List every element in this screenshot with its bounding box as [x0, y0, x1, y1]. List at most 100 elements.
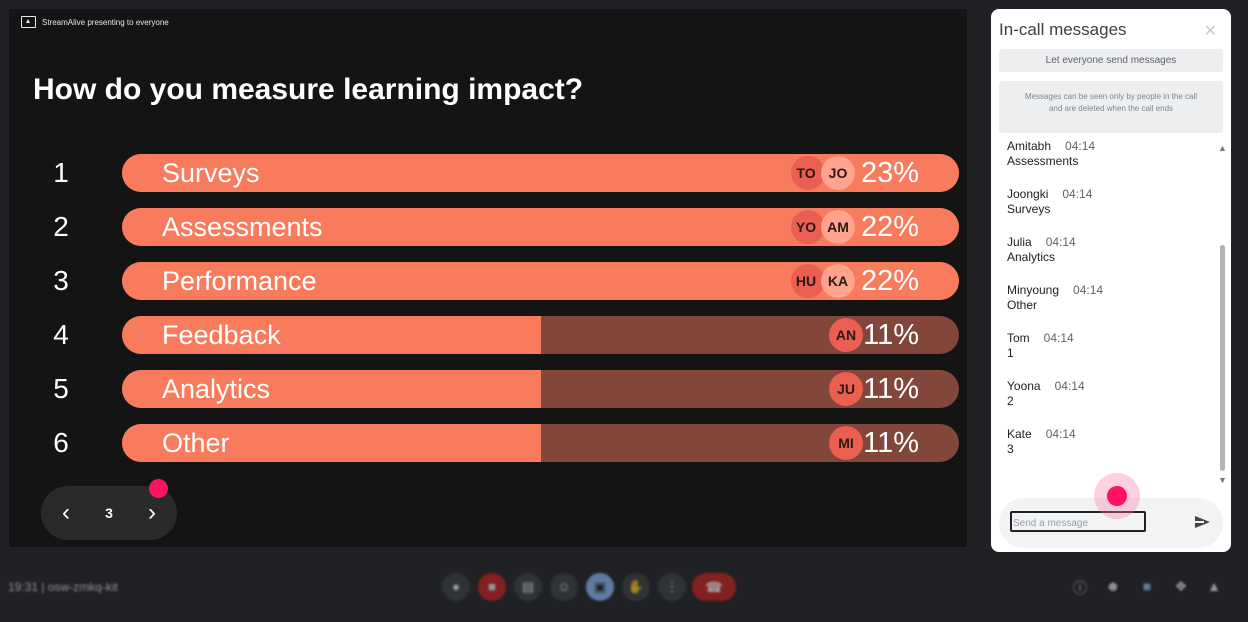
poll-bar: Surveys TO JO 23% [122, 154, 959, 192]
send-icon[interactable] [1195, 516, 1210, 528]
chat-title: In-call messages [999, 20, 1127, 39]
poll-percent: 22% [860, 211, 919, 243]
poll-rank: 1 [53, 157, 69, 188]
poll-row: 1 Surveys TO JO 23% [9, 154, 967, 192]
poll-rank: 2 [53, 211, 69, 242]
avatar: JO [821, 156, 855, 190]
people-icon[interactable]: ☻ [1105, 578, 1121, 594]
chevron-left-icon[interactable]: ‹ [62, 499, 70, 526]
message-compose [999, 498, 1223, 548]
poll-row: 2 Assessments YO AM 22% [9, 208, 967, 246]
scroll-down-arrow-icon[interactable]: ▼ [1218, 475, 1227, 485]
message-time: 04:14 [1045, 235, 1076, 249]
poll-row: 6 Other MI 11% [9, 424, 967, 462]
message-time: 04:14 [1054, 379, 1085, 393]
message-sender: Kate [1007, 427, 1032, 441]
raise-hand-icon[interactable]: ✋ [622, 573, 650, 601]
more-options-icon[interactable]: ⋮ [658, 573, 686, 601]
avatar: AN [829, 318, 863, 352]
scrollbar-thumb[interactable] [1220, 245, 1225, 471]
message-item: Yoona 04:14 2 [1007, 379, 1207, 427]
poll-option-label: Analytics [162, 374, 271, 404]
avatar: KA [821, 264, 855, 298]
message-sender: Tom [1007, 331, 1030, 345]
poll-row: 3 Performance HU KA 22% [9, 262, 967, 300]
chevron-right-icon[interactable]: › [148, 499, 156, 526]
chat-icon[interactable]: ■ [1142, 578, 1152, 594]
message-text: Analytics [1007, 250, 1056, 264]
message-sender: Amitabh [1007, 139, 1052, 153]
poll-rank: 6 [53, 427, 69, 458]
message-text: 2 [1007, 394, 1014, 408]
poll-bar: Assessments YO AM 22% [122, 208, 959, 246]
message-text: Other [1007, 298, 1038, 312]
poll-bar: Other MI 11% [122, 424, 959, 462]
camera-off-icon[interactable]: ■ [478, 573, 506, 601]
message-text: 3 [1007, 442, 1014, 456]
present-screen-icon [21, 16, 36, 28]
poll-bar: Performance HU KA 22% [122, 262, 959, 300]
avatar: JU [829, 372, 863, 406]
message-sender: Yoona [1007, 379, 1041, 393]
end-call-icon[interactable]: ☎ [692, 573, 736, 601]
poll-question: How do you measure learning impact? [33, 73, 584, 106]
click-indicator-dot [1107, 486, 1127, 506]
message-time: 04:14 [1073, 283, 1104, 297]
message-sender: Minyoung [1007, 283, 1060, 297]
message-sender: Julia [1007, 235, 1032, 249]
message-time: 04:14 [1043, 331, 1074, 345]
message-time: 04:14 [1062, 187, 1093, 201]
avatar: YO [791, 210, 825, 244]
avatar: TO [791, 156, 825, 190]
info-icon[interactable]: ⓘ [1073, 580, 1087, 596]
avatar: HU [791, 264, 825, 298]
page-number: 3 [105, 505, 113, 521]
poll-bar: Feedback AN 11% [122, 316, 959, 354]
activities-icon[interactable]: ❖ [1174, 578, 1188, 594]
message-item: Kate 04:14 3 [1007, 427, 1207, 475]
message-time: 04:14 [1045, 427, 1076, 441]
poll-option-label: Other [162, 428, 230, 458]
message-item: Tom 04:14 1 [1007, 331, 1207, 379]
captions-icon[interactable]: ▤ [514, 573, 542, 601]
message-text: 1 [1007, 346, 1014, 360]
emoji-icon[interactable]: ☺ [550, 573, 578, 601]
poll-option-label: Surveys [162, 158, 260, 188]
click-indicator-dot [149, 479, 168, 498]
poll-percent: 23% [860, 157, 919, 189]
close-icon[interactable]: ✕ [1203, 23, 1217, 40]
poll-row: 4 Feedback AN 11% [9, 316, 967, 354]
message-text: Assessments [1007, 154, 1079, 168]
message-item: Minyoung 04:14 Other [1007, 283, 1207, 331]
chat-info-notice: Messages can be seen only by people in t… [999, 81, 1223, 133]
message-item: Joongki 04:14 Surveys [1007, 187, 1207, 235]
avatar: MI [829, 426, 863, 460]
poll-percent: 11% [863, 373, 919, 405]
let-everyone-send-button[interactable]: Let everyone send messages [999, 49, 1223, 72]
chat-panel: In-call messages ✕ Let everyone send mes… [991, 9, 1231, 552]
avatar: AM [821, 210, 855, 244]
meeting-controls-bar: 19:31 | osw-zmkq-kit ● ■ ▤ ☺ ▣ ✋ ⋮ ☎ ⓘ ☻… [0, 556, 1248, 622]
message-item: Julia 04:14 Analytics [1007, 235, 1207, 283]
message-text: Surveys [1007, 202, 1051, 216]
meeting-info: 19:31 | osw-zmkq-kit [8, 580, 118, 594]
scroll-up-arrow-icon[interactable]: ▲ [1218, 143, 1227, 153]
present-screen-icon[interactable]: ▣ [586, 573, 614, 601]
message-item: Amitabh 04:14 Assessments [1007, 139, 1207, 187]
presentation-stage: StreamAlive presenting to everyone How d… [9, 9, 967, 547]
poll-bar: Analytics JU 11% [122, 370, 959, 408]
message-list: Amitabh 04:14 Assessments Joongki 04:14 Su… [1007, 139, 1207, 475]
message-input[interactable] [1010, 511, 1146, 532]
microphone-icon[interactable]: ● [442, 573, 470, 601]
poll-row: 5 Analytics JU 11% [9, 370, 967, 408]
host-controls-icon[interactable]: ▲ [1207, 578, 1221, 594]
poll-percent: 22% [860, 265, 919, 297]
poll-option-label: Performance [162, 266, 317, 296]
poll-percent: 11% [863, 427, 919, 459]
presenting-banner: StreamAlive presenting to everyone [21, 16, 169, 28]
message-time: 04:14 [1065, 139, 1096, 153]
presenting-banner-text: StreamAlive presenting to everyone [42, 17, 169, 27]
poll-bar-fill [122, 370, 541, 408]
poll-bar-fill [122, 424, 541, 462]
poll-rank: 3 [53, 265, 69, 296]
